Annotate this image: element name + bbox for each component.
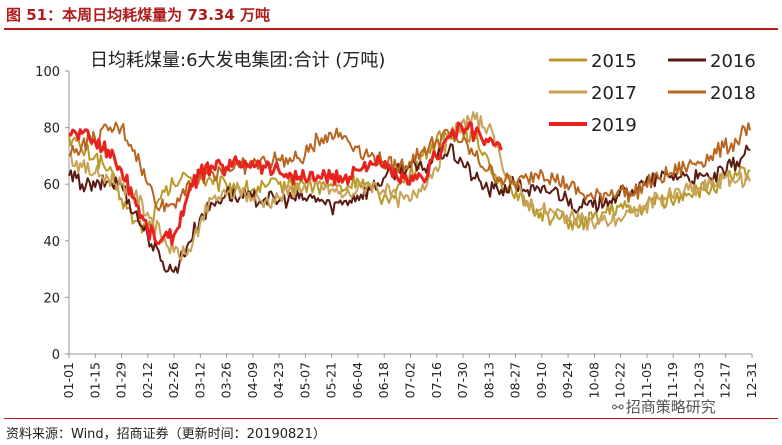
x-tick-label: 02-12	[140, 362, 155, 398]
y-tick-label: 0	[52, 348, 60, 363]
x-tick-label: 09-24	[560, 362, 575, 398]
x-tick-label: 04-23	[271, 362, 286, 398]
legend-label-2015: 2015	[591, 51, 637, 72]
x-tick-label: 12-03	[691, 362, 706, 398]
x-tick-label: 02-26	[166, 362, 181, 398]
chart-title: 日均耗煤量:6大发电集团:合计 (万吨)	[90, 50, 385, 71]
x-tick-label: 01-15	[87, 362, 102, 398]
series-line-2015	[68, 125, 751, 234]
x-tick-label: 07-30	[455, 362, 470, 398]
x-tick-label: 04-09	[245, 362, 260, 398]
y-tick-label: 20	[43, 291, 60, 306]
x-tick-label: 05-07	[297, 362, 312, 398]
legend-label-2018: 2018	[710, 83, 756, 104]
series-line-2017	[68, 111, 752, 262]
x-tick-label: 06-04	[350, 362, 365, 398]
x-tick-label: 06-18	[376, 362, 391, 398]
series-line-2018	[68, 121, 752, 213]
x-tick-label: 05-21	[324, 362, 339, 398]
series-line-2019	[67, 121, 503, 246]
plot-area: 0 20 40 60 80 100 01-01 01-15 01-29 02-12 02-26 03-…	[35, 50, 759, 398]
x-tick-label: 03-26	[219, 362, 234, 398]
figure-title: 图 51：本周日均耗煤量为 73.34 万吨	[6, 6, 270, 24]
x-tick-label: 12-31	[744, 362, 759, 398]
y-tick-label: 80	[43, 122, 60, 137]
watermark-text: 招商策略研究	[625, 398, 716, 416]
legend-label-2017: 2017	[591, 83, 637, 104]
x-tick-label: 03-12	[192, 362, 207, 398]
x-tick-label: 10-08	[586, 362, 601, 398]
x-tick-label: 10-22	[613, 362, 628, 398]
x-tick-label: 07-02	[403, 362, 418, 398]
x-tick-label: 11-05	[639, 362, 654, 398]
y-tick-label: 60	[43, 178, 60, 193]
x-tick-label: 08-27	[508, 362, 523, 398]
y-tick-label: 40	[43, 235, 60, 250]
title-rule	[4, 28, 778, 30]
x-tick-label: 12-17	[718, 362, 733, 398]
source-note: 资料来源：Wind，招商证券（更新时间：20190821）	[6, 427, 326, 442]
wechat-icon: ⚯	[612, 400, 624, 416]
x-tick-label: 08-13	[481, 362, 496, 398]
x-tick-label: 11-19	[665, 362, 680, 398]
x-tick-label: 07-16	[429, 362, 444, 398]
y-tick-label: 100	[35, 65, 60, 80]
x-tick-label: 09-10	[534, 362, 549, 398]
x-tick-label: 01-01	[61, 362, 76, 398]
legend-label-2019: 2019	[591, 115, 637, 136]
legend-label-2016: 2016	[710, 51, 756, 72]
watermark: ⚯ 招商策略研究	[612, 396, 716, 417]
footer-rule	[4, 418, 778, 419]
x-tick-label: 01-29	[114, 362, 129, 398]
